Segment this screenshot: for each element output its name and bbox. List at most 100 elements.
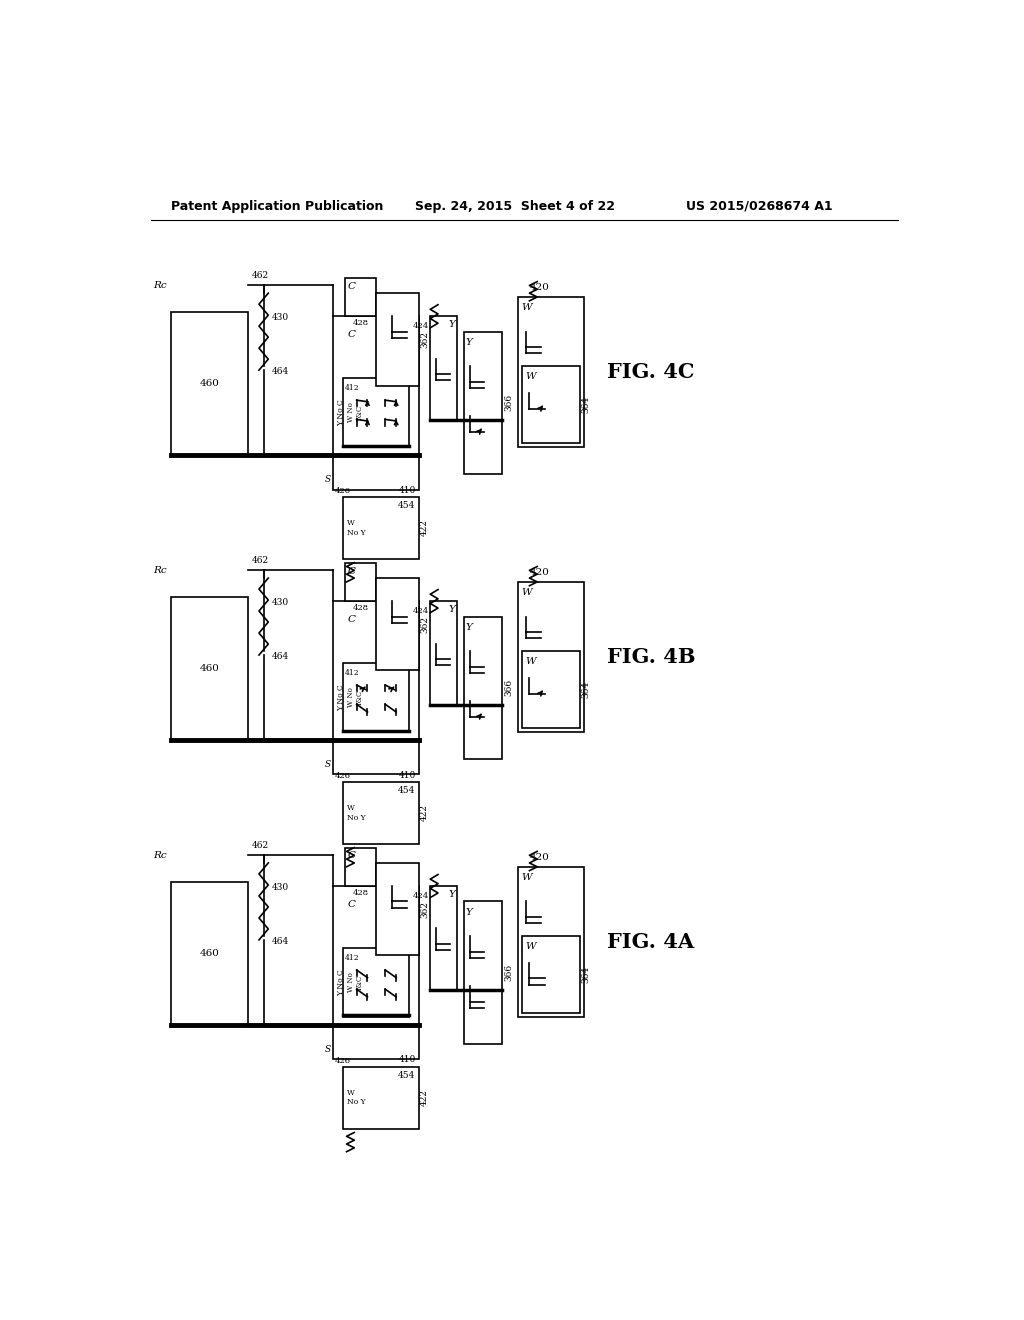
Text: C: C [347,330,355,339]
Text: 426: 426 [335,772,351,780]
Text: 422: 422 [420,520,429,536]
Text: 454: 454 [397,502,415,510]
Bar [343,663,410,733]
Text: Y: Y [449,605,455,614]
Text: 364: 364 [582,396,591,413]
Text: W: W [521,873,532,882]
Text: Y: Y [449,321,455,329]
Text: 420: 420 [529,568,549,577]
Bar [343,781,419,843]
Text: C: C [347,615,355,624]
Bar [171,882,248,1024]
Text: Y: Y [449,890,455,899]
Bar [171,597,248,739]
Text: FIG. 4C: FIG. 4C [607,362,694,381]
Text: 430: 430 [271,598,289,607]
Text: 428: 428 [352,605,369,612]
Text: 420: 420 [529,853,549,862]
Text: Rc: Rc [154,566,167,574]
Text: 460: 460 [200,379,219,388]
Text: 462: 462 [252,556,269,565]
Bar [376,863,419,956]
Text: 412: 412 [345,669,359,677]
Text: 362: 362 [420,331,429,348]
Text: Y No C: Y No C [337,969,345,995]
Text: 410: 410 [399,1056,417,1064]
Bar [430,886,458,990]
Bar [345,277,376,317]
Bar [518,582,584,733]
Bar [343,378,410,447]
Text: W: W [525,372,537,381]
Text: W No
Y&C: W No Y&C [347,688,365,708]
Text: 366: 366 [504,395,513,412]
Text: S: S [325,475,331,484]
Bar [343,498,419,558]
Text: US 2015/0268674 A1: US 2015/0268674 A1 [686,199,833,213]
Text: W: W [525,942,537,952]
Text: W: W [521,304,532,312]
Bar [464,331,503,474]
Bar [334,886,419,1059]
Text: 454: 454 [397,1071,415,1080]
Text: 462: 462 [252,271,269,280]
Text: S: S [325,760,331,768]
Text: C: C [347,900,355,909]
Text: 428: 428 [352,319,369,327]
Text: C: C [347,281,355,290]
Text: 464: 464 [271,652,289,661]
Text: 412: 412 [345,384,359,392]
Bar [376,293,419,385]
Text: 364: 364 [582,681,591,698]
Text: 362: 362 [420,900,429,917]
Bar [521,936,580,1014]
Bar [518,297,584,447]
Text: 454: 454 [397,785,415,795]
Text: Rc: Rc [154,281,167,290]
Bar [464,902,503,1044]
Text: W No
Y&C: W No Y&C [347,403,365,422]
Bar [521,651,580,729]
Text: 410: 410 [399,486,417,495]
Text: 424: 424 [413,892,429,900]
Text: W
No Y: W No Y [346,1089,366,1106]
Text: C: C [347,566,355,576]
Bar [343,1067,419,1129]
Text: 366: 366 [504,964,513,981]
Bar [464,616,503,759]
Text: 412: 412 [345,954,359,962]
Text: 420: 420 [529,284,549,292]
Bar [521,367,580,444]
Text: Patent Application Publication: Patent Application Publication [171,199,383,213]
Text: Y No C: Y No C [337,684,345,710]
Text: FIG. 4B: FIG. 4B [607,647,695,667]
Text: 422: 422 [420,1089,429,1106]
Text: 410: 410 [399,771,417,780]
Text: 464: 464 [271,937,289,946]
Bar [334,317,419,490]
Bar [171,313,248,455]
Text: 460: 460 [200,664,219,673]
Bar [376,578,419,671]
Text: 366: 366 [504,680,513,697]
Text: 424: 424 [413,607,429,615]
Text: 430: 430 [271,313,289,322]
Text: 364: 364 [582,966,591,983]
Text: 362: 362 [420,615,429,632]
Bar [518,867,584,1016]
Bar [430,317,458,420]
Text: 460: 460 [200,949,219,958]
Text: Y: Y [466,908,473,916]
Text: 426: 426 [335,1057,351,1065]
Text: 424: 424 [413,322,429,330]
Text: 430: 430 [271,883,289,892]
Text: 462: 462 [252,841,269,850]
Text: W: W [521,589,532,597]
Text: W
No Y: W No Y [346,804,366,821]
Text: C: C [347,851,355,861]
Text: 464: 464 [271,367,289,376]
Text: Sep. 24, 2015  Sheet 4 of 22: Sep. 24, 2015 Sheet 4 of 22 [415,199,614,213]
Text: W
No Y: W No Y [346,519,366,537]
Text: 426: 426 [335,487,351,495]
Text: Y: Y [466,338,473,347]
